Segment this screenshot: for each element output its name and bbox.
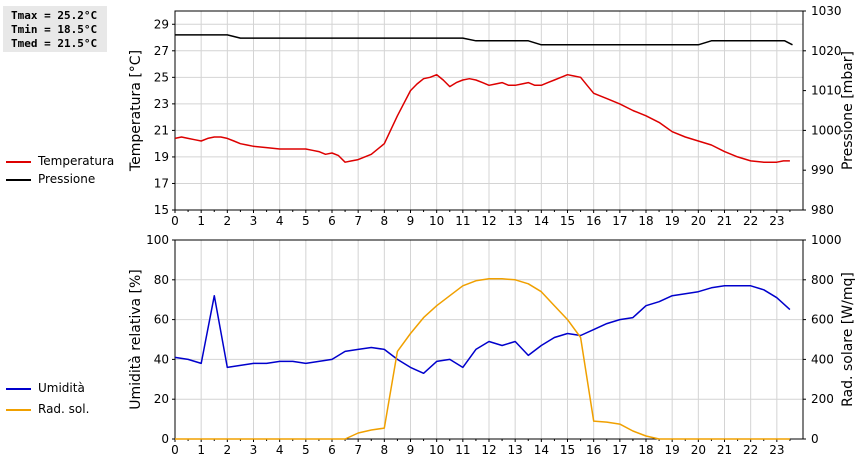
series-line-rad-sol — [175, 278, 790, 440]
tmax-label: Tmax = 25.2°C — [11, 9, 98, 22]
tmed-label: Tmed = 21.5°C — [11, 37, 98, 50]
y-tick-label: 100 — [146, 233, 169, 247]
x-tick-label: 3 — [250, 443, 258, 457]
y-right-tick-label: 1020 — [811, 44, 842, 58]
x-tick-label: 20 — [691, 214, 706, 228]
y-tick-label: 60 — [154, 313, 169, 327]
y-right-tick-label: 0 — [811, 432, 819, 446]
x-tick-label: 8 — [381, 214, 389, 228]
y-tick-label: 27 — [154, 44, 169, 58]
y-right-axis-title: Rad. solare [W/mq] — [840, 272, 856, 407]
x-tick-label: 4 — [276, 443, 284, 457]
y-right-tick-label: 980 — [811, 203, 834, 217]
x-tick-label: 2 — [224, 214, 232, 228]
x-tick-label: 9 — [407, 443, 415, 457]
series-line-pressione — [175, 34, 793, 46]
x-tick-label: 17 — [612, 214, 627, 228]
temperature-pressure-chart: 0 1 2 3 4 5 6 7 8 9 10 11 12 13 14 15 16 17 18 19 20 21 22 2315… — [128, 4, 856, 228]
legend-swatch-umidita — [6, 388, 31, 390]
y-tick-label: 21 — [154, 123, 169, 137]
x-tick-label: 2 — [224, 443, 232, 457]
plot-frame — [174, 239, 804, 440]
legend-label-umidita: Umidità — [38, 381, 85, 395]
x-tick-label: 23 — [769, 214, 784, 228]
x-tick-label: 22 — [743, 443, 758, 457]
x-tick-label: 4 — [276, 214, 284, 228]
y-tick-label: 80 — [154, 273, 169, 287]
x-tick-label: 11 — [455, 214, 470, 228]
y-right-tick-label: 990 — [811, 163, 834, 177]
legend-swatch-rad-sol — [6, 409, 31, 411]
y-right-tick-label: 1000 — [811, 233, 842, 247]
y-right-tick-label: 600 — [811, 313, 834, 327]
y-right-axis-title: Pressione [mbar] — [840, 51, 856, 170]
x-tick-label: 10 — [429, 443, 444, 457]
y-right-tick-label: 1010 — [811, 84, 842, 98]
y-right-tick-label: 200 — [811, 392, 834, 406]
x-tick-label: 15 — [560, 214, 575, 228]
y-right-tick-label: 800 — [811, 273, 834, 287]
x-tick-label: 19 — [665, 443, 680, 457]
y-axis-title: Umidità relativa [%] — [128, 269, 144, 410]
x-tick-label: 1 — [197, 214, 205, 228]
x-tick-label: 5 — [302, 443, 310, 457]
x-tick-label: 15 — [560, 443, 575, 457]
stats-box: Tmax = 25.2°C Tmin = 18.5°C Tmed = 21.5°… — [3, 6, 107, 52]
x-tick-label: 3 — [250, 214, 258, 228]
legend-label-rad-sol: Rad. sol. — [38, 402, 90, 416]
legend-swatch-pressione — [6, 179, 31, 181]
x-tick-label: 6 — [328, 443, 336, 457]
x-tick-label: 20 — [691, 443, 706, 457]
x-tick-label: 13 — [508, 443, 523, 457]
y-axis-title: Temperatura [°C] — [128, 50, 144, 172]
x-tick-label: 14 — [534, 214, 549, 228]
legend-label-pressione: Pressione — [38, 172, 96, 186]
x-tick-label: 22 — [743, 214, 758, 228]
x-tick-label: 12 — [481, 214, 496, 228]
y-tick-label: 15 — [154, 203, 169, 217]
x-tick-label: 7 — [354, 443, 362, 457]
y-tick-label: 23 — [154, 97, 169, 111]
series-line-umidit — [174, 285, 791, 375]
humidity-radiation-chart: 0 1 2 3 4 5 6 7 8 9 10 11 12 13 14 15 16 17 18 19 20 21 22 2302… — [128, 233, 856, 457]
x-tick-label: 21 — [717, 214, 732, 228]
x-tick-label: 16 — [586, 443, 601, 457]
y-tick-label: 40 — [154, 352, 169, 366]
y-tick-label: 29 — [154, 17, 169, 31]
plot-frame — [174, 10, 804, 211]
legend-swatch-temperatura — [6, 161, 31, 163]
x-tick-label: 16 — [586, 214, 601, 228]
y-right-tick-label: 400 — [811, 352, 834, 366]
legend-label-temperatura: Temperatura — [38, 154, 115, 168]
x-tick-label: 12 — [481, 443, 496, 457]
x-tick-label: 23 — [769, 443, 784, 457]
series-line-temperatura — [174, 73, 790, 163]
x-tick-label: 9 — [407, 214, 415, 228]
y-tick-label: 19 — [154, 150, 169, 164]
y-tick-label: 0 — [161, 432, 169, 446]
tmin-label: Tmin = 18.5°C — [11, 23, 98, 36]
x-tick-label: 0 — [171, 443, 179, 457]
x-tick-label: 1 — [197, 443, 205, 457]
x-tick-label: 8 — [381, 443, 389, 457]
x-tick-label: 17 — [612, 443, 627, 457]
x-tick-label: 14 — [534, 443, 549, 457]
x-tick-label: 11 — [455, 443, 470, 457]
y-tick-label: 25 — [154, 70, 169, 84]
x-tick-label: 13 — [508, 214, 523, 228]
x-tick-label: 5 — [302, 214, 310, 228]
y-tick-label: 17 — [154, 176, 169, 190]
x-tick-label: 18 — [638, 443, 653, 457]
x-tick-label: 7 — [354, 214, 362, 228]
y-tick-label: 20 — [154, 392, 169, 406]
x-tick-label: 10 — [429, 214, 444, 228]
x-tick-label: 0 — [171, 214, 179, 228]
y-right-tick-label: 1000 — [811, 123, 842, 137]
y-right-tick-label: 1030 — [811, 4, 842, 18]
x-tick-label: 19 — [665, 214, 680, 228]
x-tick-label: 6 — [328, 214, 336, 228]
x-tick-label: 18 — [638, 214, 653, 228]
x-tick-label: 21 — [717, 443, 732, 457]
